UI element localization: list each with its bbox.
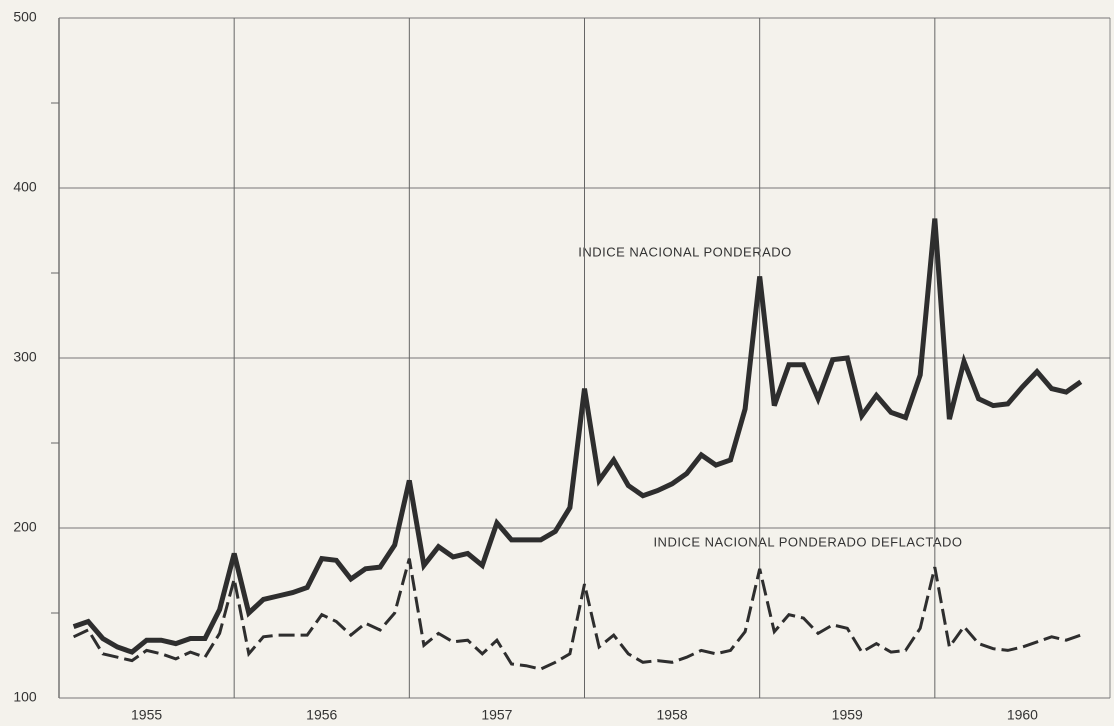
x-tick-label: 1956 bbox=[306, 707, 337, 723]
x-tick-label: 1959 bbox=[832, 707, 863, 723]
x-tick-label: 1960 bbox=[1007, 707, 1038, 723]
y-tick-label: 200 bbox=[13, 519, 37, 535]
series-line bbox=[72, 558, 1082, 671]
x-tick-label: 1957 bbox=[481, 707, 512, 723]
y-tick-label: 100 bbox=[13, 689, 37, 705]
y-tick-label: 500 bbox=[13, 9, 37, 25]
annotation: INDICE NACIONAL PONDERADO DEFLACTADO bbox=[653, 534, 962, 549]
x-tick-label: 1958 bbox=[657, 707, 688, 723]
annotation: INDICE NACIONAL PONDERADO bbox=[578, 244, 792, 259]
y-tick-label: 400 bbox=[13, 179, 37, 195]
y-tick-label: 300 bbox=[13, 349, 37, 365]
series-line bbox=[72, 218, 1083, 655]
x-tick-label: 1955 bbox=[131, 707, 162, 723]
